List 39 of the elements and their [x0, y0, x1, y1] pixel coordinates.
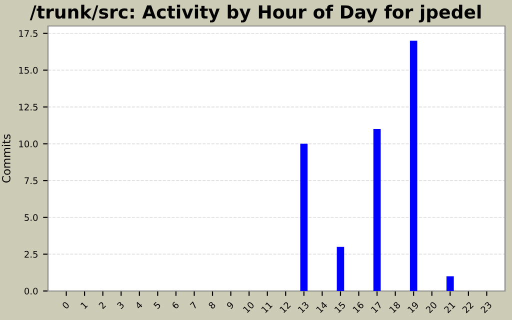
y-tick-label: 7.5 — [24, 177, 38, 184]
x-tick-label: 12 — [279, 301, 291, 313]
y-tick-label: 17.5 — [19, 30, 38, 37]
x-tick-label: 17 — [370, 301, 382, 313]
bar — [300, 144, 308, 291]
x-tick-label: 16 — [352, 301, 364, 314]
x-tick-label: 13 — [298, 301, 310, 314]
x-tick-label: 0 — [62, 301, 70, 310]
chart-title: /trunk/src: Activity by Hour of Day for jpedel — [30, 4, 481, 22]
x-tick-label: 19 — [407, 301, 420, 314]
x-tick-label: 20 — [425, 301, 438, 314]
bar — [446, 276, 454, 291]
x-tick-label: 14 — [316, 301, 328, 313]
bar — [373, 129, 381, 291]
y-tick-label: 10.0 — [19, 140, 38, 148]
x-tick-label: 15 — [334, 301, 346, 314]
bar — [410, 40, 418, 291]
y-tick-label: 12.5 — [19, 104, 38, 111]
x-tick-label: 23 — [480, 301, 492, 314]
x-tick-label: 8 — [208, 301, 216, 310]
x-tick-label: 21 — [444, 301, 456, 314]
y-tick-label: 2.5 — [24, 250, 38, 258]
x-tick-label: 3 — [116, 301, 124, 310]
x-tick-label: 18 — [388, 301, 401, 314]
x-tick-label: 7 — [190, 301, 198, 310]
bar — [336, 246, 344, 291]
x-tick-label: 22 — [462, 301, 474, 314]
x-tick-label: 4 — [134, 301, 143, 310]
x-tick-label: 11 — [261, 302, 273, 313]
x-tick-label: 5 — [153, 301, 162, 310]
y-tick-label: 0.0 — [24, 288, 38, 295]
y-tick-label: 5.0 — [24, 214, 38, 221]
y-tick-label: 15.0 — [19, 66, 38, 74]
x-tick-label: 10 — [242, 301, 255, 314]
y-axis-title: Commits — [2, 134, 10, 183]
x-tick-label: 6 — [171, 301, 180, 310]
x-tick-label: 2 — [98, 301, 106, 310]
x-tick-label: 9 — [226, 301, 234, 310]
x-tick-label: 1 — [80, 302, 88, 309]
